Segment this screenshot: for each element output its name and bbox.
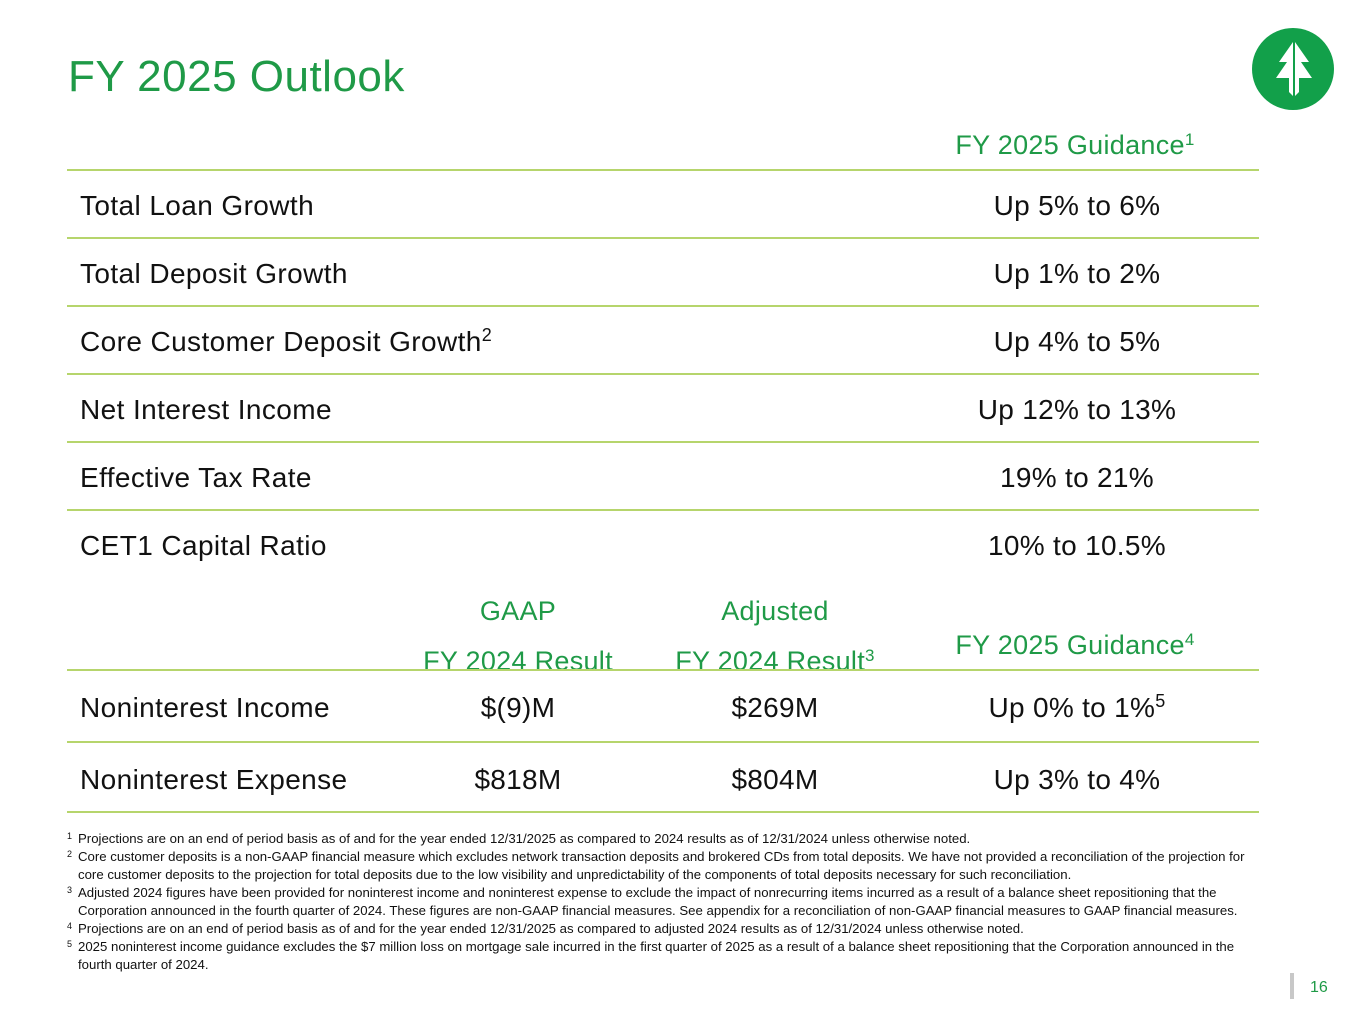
- tree-logo-icon: [1276, 42, 1312, 96]
- guidance-value: Up 1% to 2%: [993, 258, 1161, 289]
- footnote: 1 Projections are on an end of period bas…: [67, 831, 971, 846]
- table-row: Noninterest Expense $818M $804M Up 3% to…: [67, 741, 1259, 813]
- footnote: 4 Projections are on an end of period bas…: [67, 921, 1024, 936]
- table-row: CET1 Capital Ratio 10% to 10.5%: [67, 509, 1259, 591]
- row-label: Net Interest Income: [80, 394, 332, 425]
- row-label: Noninterest Income: [80, 692, 330, 723]
- guidance-value: 10% to 10.5%: [988, 530, 1166, 561]
- row-label: Total Deposit Growth: [80, 258, 348, 289]
- footnotes: 1 Projections are on an end of period bas…: [67, 830, 1267, 974]
- table-row: Net Interest Income Up 12% to 13%: [67, 373, 1259, 443]
- adjusted-value: $269M: [731, 692, 819, 723]
- guidance-value: Up 3% to 4%: [993, 764, 1161, 795]
- company-logo: [1252, 28, 1334, 110]
- guidance-value: Up 12% to 13%: [977, 394, 1177, 425]
- page-number: 16: [1310, 979, 1328, 996]
- row-label: CET1 Capital Ratio: [80, 530, 327, 561]
- table-bottom-rule: [67, 811, 1259, 813]
- table-row: Total Deposit Growth Up 1% to 2%: [67, 237, 1259, 307]
- row-label: Noninterest Expense: [80, 764, 348, 795]
- page-number-divider: [1290, 973, 1294, 999]
- guidance-value: Up 4% to 5%: [993, 326, 1161, 357]
- adjusted-result-header: Adjusted FY 2024 Result3: [675, 596, 875, 676]
- row-label: Total Loan Growth: [80, 190, 315, 221]
- footnote: 5 2025 noninterest income guidance exclud…: [67, 939, 1235, 972]
- guidance-value: Up 0% to 1%5: [988, 691, 1166, 723]
- guidance-value: 19% to 21%: [1000, 462, 1154, 493]
- table-row: Noninterest Income $(9)M $269M Up 0% to …: [67, 669, 1259, 743]
- gaap-value: $818M: [474, 764, 562, 795]
- table-row: Effective Tax Rate 19% to 21%: [67, 441, 1259, 511]
- guidance-value: Up 5% to 6%: [993, 190, 1161, 221]
- row-label: Core Customer Deposit Growth2: [80, 325, 493, 357]
- adjusted-value: $804M: [731, 764, 819, 795]
- gaap-result-header: GAAP FY 2024 Result: [423, 596, 613, 676]
- footnote: 3 Adjusted 2024 figures have been provide…: [67, 885, 1238, 918]
- table-row: Total Loan Growth Up 5% to 6%: [67, 169, 1259, 239]
- table-row: Core Customer Deposit Growth2 Up 4% to 5…: [67, 305, 1259, 375]
- guidance-header-2: FY 2025 Guidance4: [955, 630, 1195, 660]
- page-title: FY 2025 Outlook: [68, 52, 405, 101]
- gaap-value: $(9)M: [480, 692, 556, 723]
- row-label: Effective Tax Rate: [80, 462, 312, 493]
- guidance-header: FY 2025 Guidance1: [955, 130, 1195, 160]
- footnote: 2 Core customer deposits is a non-GAAP fi…: [67, 849, 1245, 882]
